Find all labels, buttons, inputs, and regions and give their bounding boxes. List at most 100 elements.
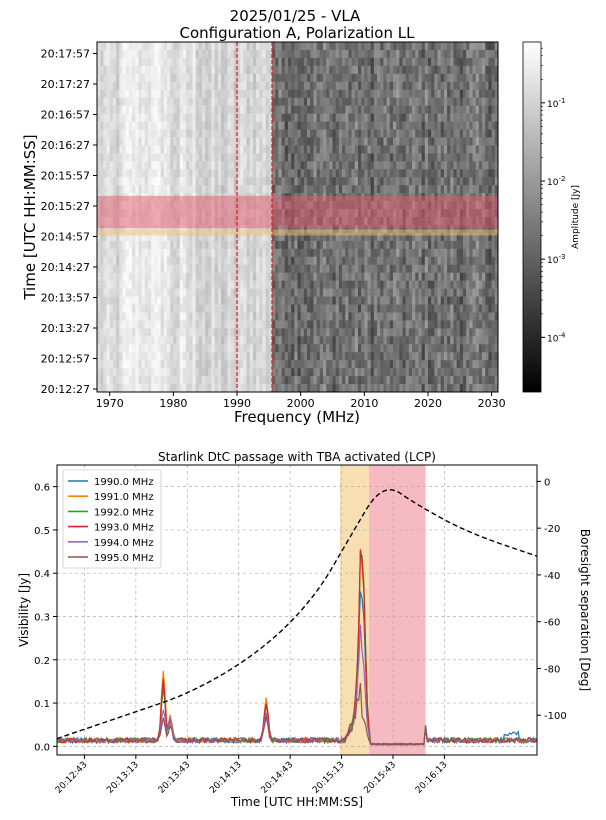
heatmap-cell (367, 81, 371, 91)
heatmap-cell (427, 328, 432, 337)
heatmap-cell (453, 272, 457, 281)
heatmap-cell (405, 153, 410, 162)
heatmap-cell (367, 49, 371, 59)
heatmap-cell (125, 169, 130, 178)
heatmap-cell (408, 161, 413, 170)
heatmap-cell (373, 185, 378, 194)
heatmap-cell (141, 169, 146, 178)
heatmap-cell (224, 121, 228, 130)
heatmap-cell (399, 304, 403, 313)
heatmap-cell (272, 368, 276, 377)
heatmap-cell (392, 288, 397, 297)
heatmap-cell (386, 169, 391, 178)
heatmap-cell (233, 296, 238, 305)
heatmap-cell (205, 105, 209, 114)
heatmap-cell (265, 344, 270, 353)
heatmap-cell (138, 248, 142, 258)
heatmap-cell (291, 368, 295, 377)
heatmap-cell (437, 264, 442, 273)
heatmap-cell (163, 161, 168, 170)
heatmap-cell (144, 320, 149, 329)
heatmap-cell (147, 352, 152, 361)
heatmap-cell (370, 320, 375, 329)
heatmap-cell (249, 89, 254, 98)
heatmap-cell (141, 304, 146, 313)
heatmap-cell (440, 248, 445, 258)
heatmap-cell (262, 240, 266, 250)
heatmap-cell (237, 232, 241, 242)
heatmap-cell (348, 360, 352, 369)
heatmap-cell (342, 49, 346, 59)
heatmap-cell (300, 137, 305, 146)
heatmap-cell (399, 320, 403, 329)
heatmap-cell (125, 384, 130, 392)
heatmap-cell (128, 169, 133, 178)
heatmap-cell (396, 240, 400, 250)
heatmap-cell (450, 137, 454, 146)
heatmap-cell (230, 81, 235, 91)
heatmap-cell (348, 145, 352, 154)
heatmap-cell (342, 336, 346, 345)
heatmap-cell (319, 296, 324, 305)
heatmap-cell (227, 137, 231, 146)
heatmap-cell (224, 224, 228, 234)
heatmap-cell (440, 256, 445, 266)
heatmap-cell (275, 42, 279, 51)
heatmap-cell (265, 97, 270, 106)
heatmap-cell (326, 376, 330, 385)
heatmap-cell (205, 256, 209, 266)
heatmap-cell (415, 272, 419, 281)
heatmap-cell (243, 153, 247, 162)
heatmap-cell (316, 352, 321, 361)
heatmap-cell (380, 129, 384, 138)
heatmap-cell (431, 57, 435, 67)
heatmap-cell (396, 256, 400, 266)
heatmap-cell (364, 256, 368, 266)
heatmap-cell (342, 368, 346, 377)
heatmap-cell (211, 105, 216, 114)
heatmap-cell (319, 264, 324, 273)
heatmap-cell (259, 185, 263, 194)
heatmap-cell (208, 177, 212, 186)
heatmap-cell (230, 256, 235, 266)
heatmap-cell (342, 360, 346, 369)
heatmap-cell (97, 360, 101, 369)
heatmap-cell (364, 296, 368, 305)
heatmap-cell (138, 49, 142, 59)
heatmap-cell (151, 264, 155, 273)
heatmap-cell (237, 49, 241, 59)
heatmap-cell (370, 113, 375, 122)
heatmap-cell (182, 97, 187, 106)
heatmap-cell (132, 352, 136, 361)
heatmap-cell (421, 153, 426, 162)
heatmap-cell (176, 137, 181, 146)
heatmap-cell (405, 304, 410, 313)
heatmap-cell (380, 49, 384, 59)
heatmap-cell (348, 185, 352, 194)
heatmap-cell (100, 296, 104, 305)
heatmap-cell (208, 360, 212, 369)
heatmap-cell (322, 105, 327, 114)
heatmap-cell (427, 256, 432, 266)
heatmap-cell (128, 185, 133, 194)
heatmap-cell (160, 153, 165, 162)
heatmap-cell (198, 185, 203, 194)
heatmap-cell (214, 296, 219, 305)
heatmap-cell (106, 57, 111, 67)
heatmap-cell (119, 185, 123, 194)
heatmap-cell (217, 384, 222, 392)
heatmap-cell (335, 42, 340, 51)
heatmap-cell (421, 288, 426, 297)
heatmap-cell (447, 240, 451, 250)
heatmap-cell (367, 121, 371, 130)
heatmap-cell (335, 81, 340, 91)
heatmap-cell (408, 376, 413, 385)
heatmap-cell (367, 384, 371, 392)
heatmap-cell (160, 232, 165, 242)
heatmap-cell (342, 42, 346, 51)
heatmap-cell (173, 248, 177, 258)
heatmap-cell (437, 169, 442, 178)
heatmap-cell (281, 376, 286, 385)
heatmap-cell (147, 304, 152, 313)
heatmap-cell (256, 57, 260, 67)
